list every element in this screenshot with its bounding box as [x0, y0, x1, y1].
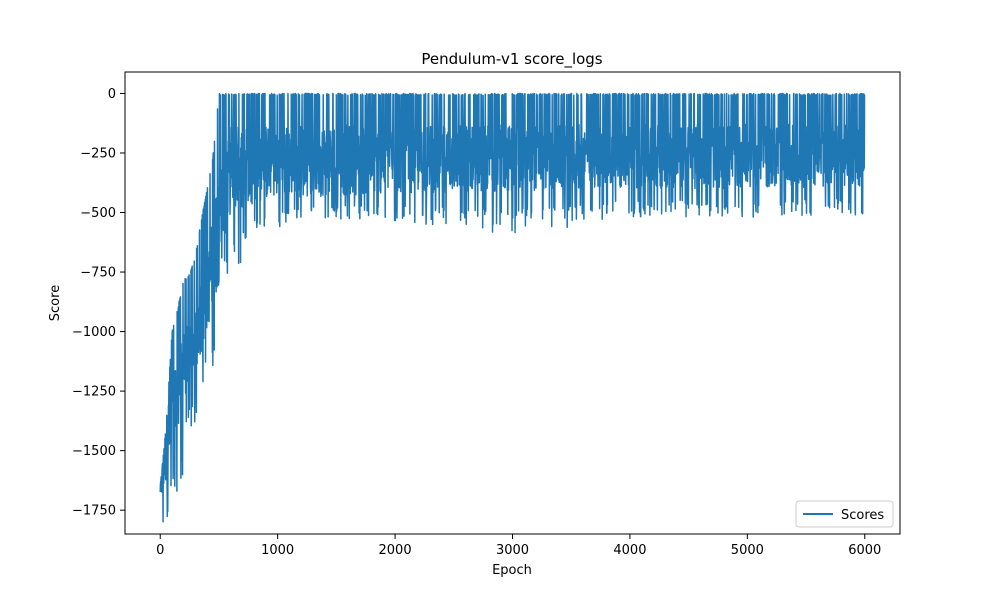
legend: Scores	[795, 500, 894, 528]
y-tick-label: −500	[80, 206, 116, 221]
y-tick-label: −1500	[72, 444, 116, 459]
y-axis-label: Score	[48, 285, 63, 321]
x-tick-label: 1000	[261, 543, 294, 558]
y-tick-label: −750	[80, 266, 116, 281]
legend-label-scores: Scores	[841, 508, 884, 523]
y-tick-label: 0	[108, 87, 116, 102]
series-line-scores	[159, 92, 866, 523]
chart-title: Pendulum-v1 score_logs	[421, 50, 602, 69]
y-tick-label: −1000	[72, 325, 116, 340]
legend-box	[795, 500, 894, 528]
y-tick-label: −1750	[72, 504, 116, 519]
series-layer	[159, 92, 866, 523]
x-tick-label: 6000	[848, 543, 881, 558]
x-tick-label: 3000	[496, 543, 529, 558]
y-axis: 0 −250 −500 −750 −1000 −1250 −1500 −1750	[72, 87, 125, 519]
x-tick-label: 2000	[379, 543, 412, 558]
x-tick-label: 0	[156, 543, 164, 558]
x-axis: 0 1000 2000 3000 4000 5000 6000	[156, 534, 881, 558]
y-tick-label: −1250	[72, 385, 116, 400]
x-axis-label: Epoch	[492, 563, 532, 578]
y-tick-label: −250	[80, 146, 116, 161]
x-tick-label: 4000	[613, 543, 646, 558]
x-tick-label: 5000	[731, 543, 764, 558]
